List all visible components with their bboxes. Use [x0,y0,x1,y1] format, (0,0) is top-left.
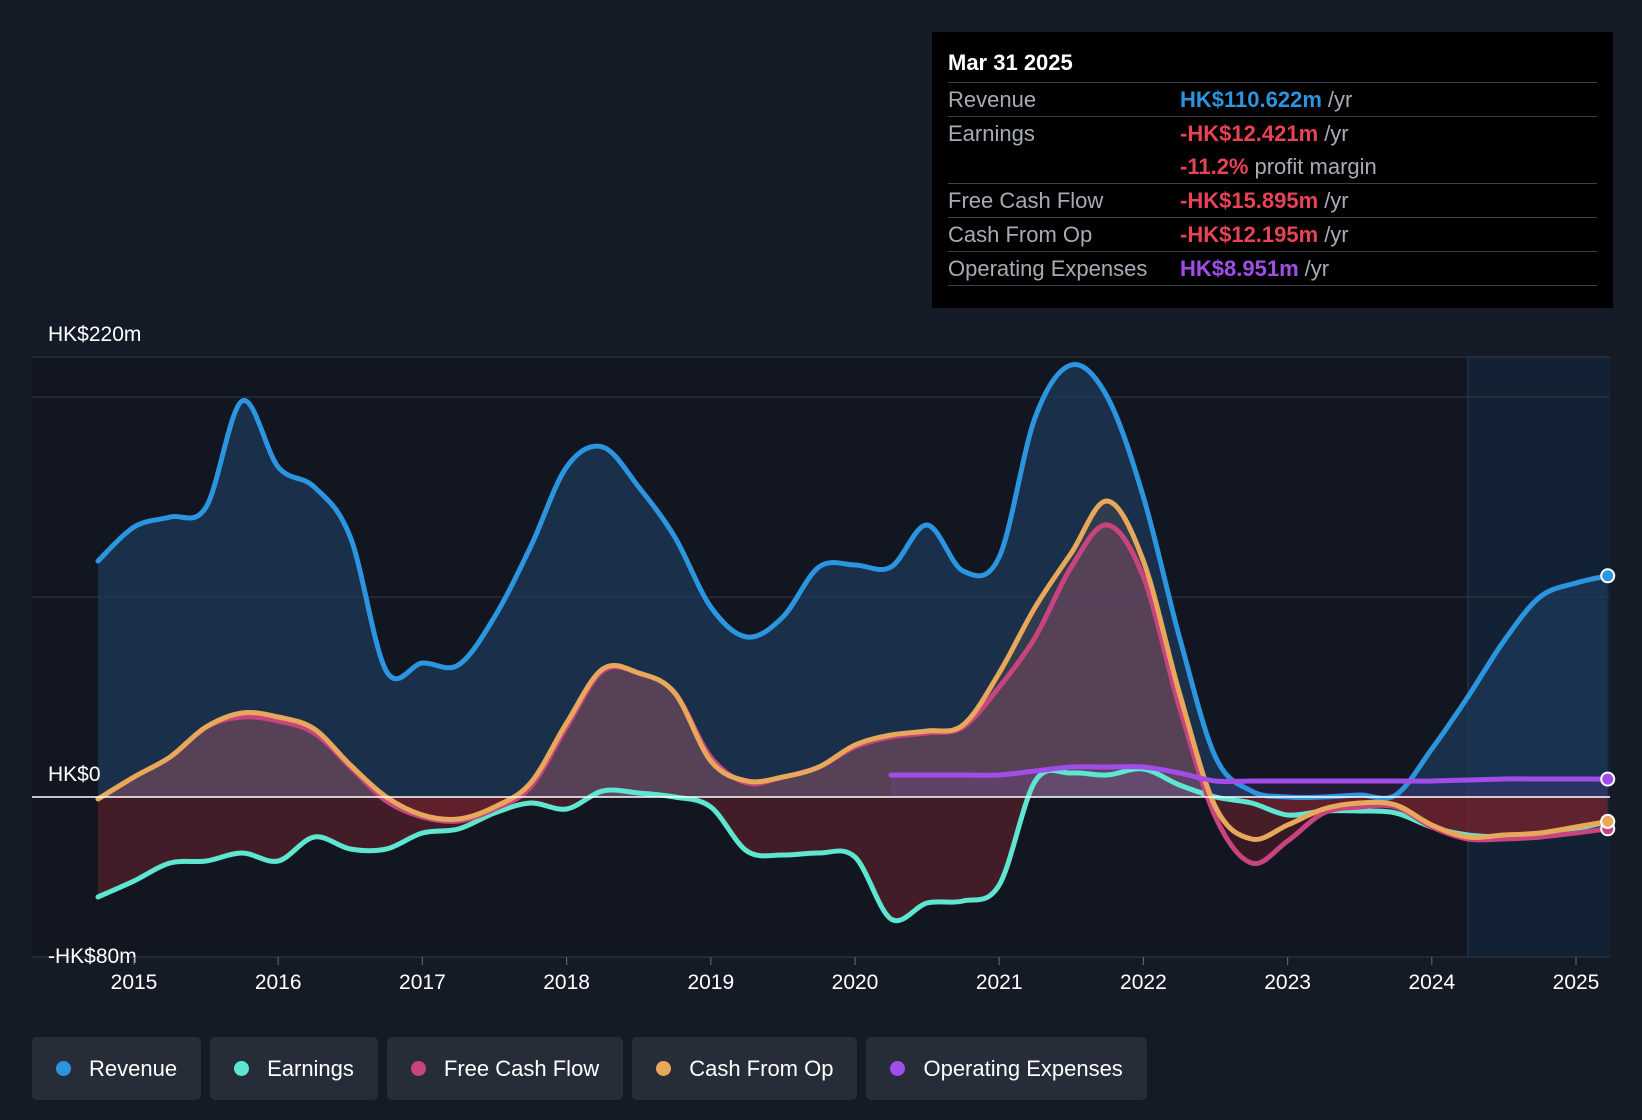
cash-from-op-area-negative [98,797,1608,840]
y-tick-label-bottom: -HK$80m [48,945,137,968]
operating-expenses-line [888,764,1611,785]
legend-dot-icon [656,1061,672,1076]
legend-label: Earnings [267,1055,354,1081]
tooltip-unit: /yr [1324,221,1349,247]
x-tick-label: 2025 [1553,971,1600,994]
tooltip-label: Cash From Op [948,221,1093,247]
legend-dot-icon [56,1061,71,1076]
x-tick-label: 2018 [543,971,590,994]
tooltip-unit: /yr [1327,86,1353,112]
legend-dot-icon [410,1061,426,1076]
y-tick-label-zero: HK$0 [48,763,101,786]
tooltip-row-revenue: Revenue HK$110.622m /yr [948,82,1597,116]
series-endpoints [1600,568,1616,837]
revenue-endpoint [1600,568,1616,584]
cash-from-op-area-positive [98,500,1608,797]
tooltip-value: HK$110.622m [1180,86,1322,112]
legend-label: Cash From Op [689,1055,834,1081]
legend-dot-icon [234,1061,250,1076]
y-tick-label-top: HK$220m [48,323,141,346]
x-tick-label: 2019 [687,971,734,994]
revenue-area-positive [98,364,1608,797]
tooltip-row-free-cash-flow: Free Cash Flow -HK$15.895m /yr [948,183,1597,217]
x-tick-label: 2016 [255,971,302,994]
tooltip-value: -HK$12.421m [1180,120,1319,146]
tooltip: Mar 31 2025 Revenue HK$110.622m /yr Earn… [932,32,1613,308]
tooltip-row-operating-expenses: Operating Expenses HK$8.951m /yr [948,251,1597,286]
tooltip-unit: profit margin [1254,153,1377,179]
tooltip-label: Free Cash Flow [948,187,1104,213]
x-tick-label: 2023 [1264,971,1311,994]
cash-from-op-line [95,498,1611,842]
tooltip-label: Revenue [948,86,1037,112]
tooltip-label: Operating Expenses [948,255,1148,281]
x-tick-label: 2020 [832,971,879,994]
cash-from-op-endpoint [1600,813,1616,829]
tooltip-row-cash-from-op: Cash From Op -HK$12.195m /yr [948,217,1597,251]
revenue-line [95,362,1611,801]
series-lines [95,362,1611,924]
x-tick-label: 2015 [111,971,158,994]
x-tick-label: 2024 [1408,971,1455,994]
x-axis: 2015 2016 2017 2018 2019 2020 2021 2022 2023 2024… [111,957,1600,994]
tooltip-unit: /yr [1324,187,1349,213]
tooltip-value: HK$8.951m [1180,255,1299,281]
tooltip-row-earnings: Earnings -HK$12.421m /yr [948,116,1597,150]
tooltip-row-profit-margin: -11.2% profit margin [948,150,1597,183]
x-tick-label: 2017 [399,971,446,994]
x-tick-label: 2021 [976,971,1023,994]
tooltip-unit: /yr [1304,255,1330,281]
tooltip-unit: /yr [1324,120,1349,146]
x-tick-label: 2022 [1120,971,1167,994]
legend-item-operating-expenses[interactable]: Operating Expenses [866,1037,1147,1100]
free-cash-flow-area-positive [98,524,1608,797]
legend-label: Free Cash Flow [443,1055,600,1081]
legend-label: Revenue [89,1055,178,1081]
legend-item-revenue[interactable]: Revenue [32,1037,202,1100]
operating-expenses-endpoint [1600,771,1616,787]
legend-item-free-cash-flow[interactable]: Free Cash Flow [386,1037,624,1100]
legend-item-cash-from-op[interactable]: Cash From Op [632,1037,858,1100]
tooltip-date: Mar 31 2025 [948,50,1073,75]
legend: Revenue Earnings Free Cash Flow Cash Fro… [32,1037,1147,1100]
tooltip-value: -HK$12.195m [1180,221,1319,247]
tooltip-value: -11.2% [1180,153,1249,179]
tooltip-value: -HK$15.895m [1180,187,1319,213]
legend-label: Operating Expenses [923,1055,1123,1081]
earnings-line [95,766,1611,924]
tooltip-label: Earnings [948,120,1035,146]
legend-item-earnings[interactable]: Earnings [210,1037,378,1100]
earnings-area-negative [98,797,1608,921]
legend-dot-icon [890,1061,906,1076]
